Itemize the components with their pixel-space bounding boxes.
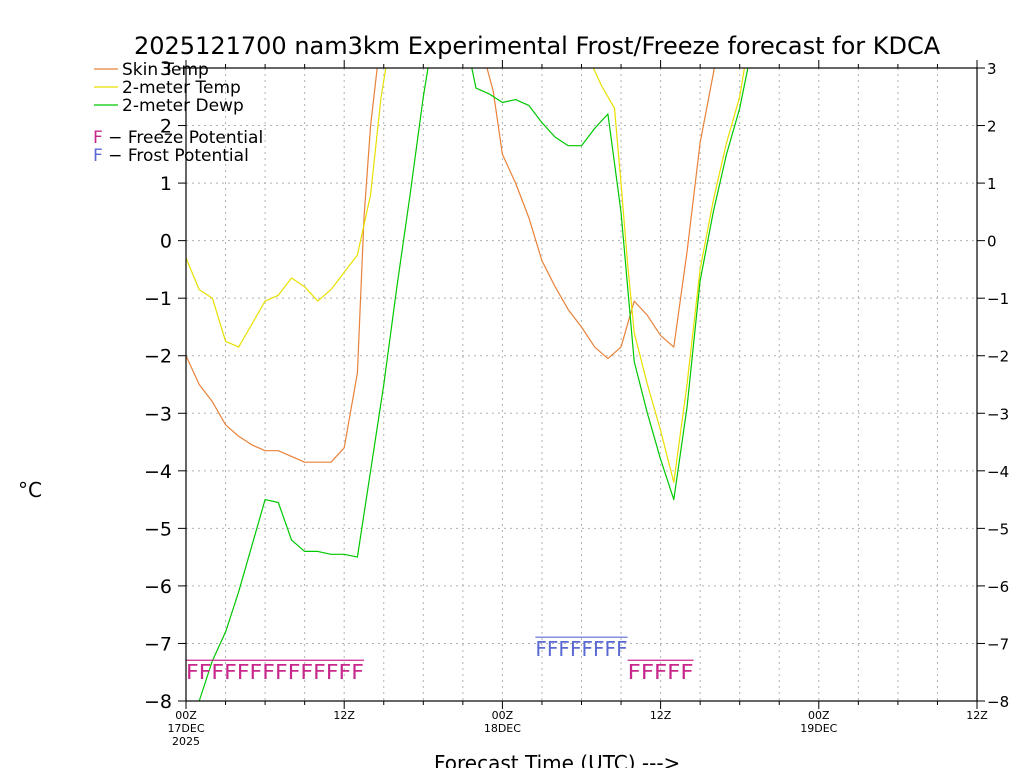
x-tick-label: 00Z 17DEC 2025 bbox=[167, 709, 204, 748]
y-tick-label-right: 0 bbox=[987, 233, 997, 251]
y-tick-label-left: 3 bbox=[160, 58, 172, 80]
y-tick-label-right: 1 bbox=[987, 175, 997, 193]
legend-label: 2-meter Dewp bbox=[122, 96, 244, 116]
y-tick-label-right: −4 bbox=[987, 463, 1009, 481]
x-tick-label: 12Z bbox=[650, 709, 672, 722]
y-tick-label-left: −2 bbox=[144, 346, 172, 368]
y-tick-label-left: 1 bbox=[160, 173, 172, 195]
series-line-2-meter-temp bbox=[186, 68, 746, 483]
legend-label: F − Freeze Potential bbox=[93, 128, 263, 148]
y-axis-label: °C bbox=[18, 478, 42, 502]
series-lines bbox=[186, 68, 749, 701]
y-tick-label-right: −2 bbox=[987, 348, 1009, 366]
y-tick-label-left: −8 bbox=[144, 691, 172, 713]
axis-ticks: −8 −8 −7 −7 −6 −6 −5 −5 −4 −4 −3 −3 −2 −2 −1 −1 0 0 1 1 2 2 3 3… bbox=[144, 58, 1009, 748]
y-tick-label-left: −5 bbox=[144, 518, 172, 540]
y-tick-label-right: −5 bbox=[987, 520, 1009, 538]
y-tick-label-right: −7 bbox=[987, 635, 1009, 653]
y-tick-label-left: −3 bbox=[144, 403, 172, 425]
x-tick-label: 00Z 18DEC bbox=[484, 709, 521, 735]
x-tick-label: 00Z 19DEC bbox=[800, 709, 837, 735]
x-tick-label: 12Z bbox=[333, 709, 355, 722]
y-tick-label-right: 3 bbox=[987, 60, 997, 78]
plot-frame bbox=[185, 67, 978, 702]
flag-markers-frost-potential: FFFFFFFF bbox=[535, 637, 627, 661]
chart-title: 2025121700 nam3km Experimental Frost/Fre… bbox=[134, 32, 941, 60]
flag-markers-freeze-potential: FFFFF bbox=[628, 660, 694, 684]
grid bbox=[186, 68, 977, 701]
y-tick-label-left: 2 bbox=[160, 116, 172, 138]
y-tick-label-left: −1 bbox=[144, 288, 172, 310]
y-tick-label-right: −1 bbox=[987, 290, 1009, 308]
y-tick-label-left: −4 bbox=[144, 461, 172, 483]
flag-markers-freeze-potential: FFFFFFFFFFFFFF bbox=[186, 660, 364, 684]
y-tick-label-left: −6 bbox=[144, 576, 172, 598]
y-tick-label-left: −7 bbox=[144, 633, 172, 655]
legend-label: Skin Temp bbox=[122, 60, 209, 80]
legend-label: F − Frost Potential bbox=[93, 146, 249, 166]
y-tick-label-right: −3 bbox=[987, 405, 1009, 423]
legend-label: 2-meter Temp bbox=[122, 78, 241, 98]
series-line-skin-temp bbox=[186, 68, 715, 463]
y-tick-label-right: −6 bbox=[987, 578, 1009, 596]
series-line-2-meter-dewp bbox=[198, 68, 749, 701]
y-tick-label-right: −8 bbox=[987, 693, 1009, 711]
y-tick-label-right: 2 bbox=[987, 118, 997, 136]
y-tick-label-left: 0 bbox=[160, 231, 172, 253]
x-axis-label: Forecast Time (UTC) ---> bbox=[434, 751, 680, 768]
x-tick-label: 12Z bbox=[966, 709, 988, 722]
